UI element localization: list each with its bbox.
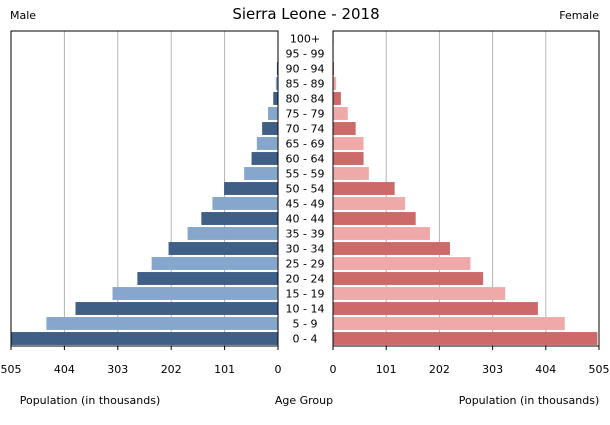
female-panel: 0 101 202 303 404 505	[330, 30, 610, 376]
female-bar	[333, 287, 506, 300]
male-label: Male	[10, 9, 36, 22]
age-group-label: 70 - 74	[286, 123, 325, 136]
age-group-label: 40 - 44	[286, 213, 325, 226]
age-group-label: 95 - 99	[286, 48, 325, 61]
male-bar	[187, 227, 278, 240]
female-x-axis-label: Population (in thousands)	[459, 394, 600, 407]
female-tick-label: 303	[482, 363, 503, 376]
female-bar	[333, 227, 430, 240]
age-group-label: 85 - 89	[286, 78, 325, 91]
age-group-label: 60 - 64	[286, 153, 325, 166]
female-tick-label: 404	[535, 363, 556, 376]
age-group-label: 20 - 24	[286, 273, 325, 286]
male-bar	[244, 167, 278, 180]
male-bar	[212, 197, 278, 210]
male-tick-label: 101	[214, 363, 235, 376]
female-bar	[333, 137, 364, 150]
male-tick-label: 202	[161, 363, 182, 376]
male-bar	[262, 122, 278, 135]
male-bar	[11, 332, 278, 345]
male-tick-label: 404	[54, 363, 75, 376]
female-bar	[333, 242, 450, 255]
age-group-label: 100+	[290, 33, 320, 46]
female-bar	[333, 272, 484, 285]
female-bar	[333, 302, 538, 315]
age-group-label: 15 - 19	[286, 288, 325, 301]
male-bar	[112, 287, 278, 300]
age-group-label: 80 - 84	[286, 93, 325, 106]
female-bar	[333, 212, 416, 225]
age-group-labels: 0 - 4 5 - 9 10 - 14 15 - 19 20 - 24 25 - 29 30…	[286, 33, 325, 346]
age-group-label: 65 - 69	[286, 138, 325, 151]
age-group-label: 10 - 14	[286, 303, 325, 316]
female-bar	[333, 257, 471, 270]
female-tick-label: 202	[429, 363, 450, 376]
age-group-axis-label: Age Group	[275, 394, 333, 407]
male-bar	[267, 107, 278, 120]
chart-title: Sierra Leone - 2018	[232, 5, 379, 23]
age-group-label: 35 - 39	[286, 228, 325, 241]
female-bar	[333, 152, 364, 165]
male-bar	[224, 182, 278, 195]
female-tick-label: 0	[330, 363, 337, 376]
male-x-axis-label: Population (in thousands)	[20, 394, 161, 407]
male-bar	[46, 317, 278, 330]
male-tick-label: 505	[1, 363, 22, 376]
female-bar	[333, 62, 335, 75]
male-bar	[151, 257, 278, 270]
male-bar	[256, 137, 278, 150]
male-bar	[273, 92, 278, 105]
male-bar	[75, 302, 279, 315]
male-bar	[276, 62, 278, 75]
female-bar	[333, 197, 406, 210]
age-group-label: 25 - 29	[286, 258, 325, 271]
female-bar	[333, 332, 598, 345]
female-bar	[333, 122, 356, 135]
female-bar	[333, 92, 341, 105]
male-tick-label: 0	[275, 363, 282, 376]
age-group-label: 30 - 34	[286, 243, 325, 256]
female-bar	[333, 107, 348, 120]
female-plot-border	[332, 30, 600, 347]
female-tick-label: 505	[589, 363, 610, 376]
age-group-label: 0 - 4	[293, 333, 318, 346]
male-tick-label: 303	[107, 363, 128, 376]
male-bar	[137, 272, 278, 285]
female-tick-label: 101	[376, 363, 397, 376]
male-bar	[275, 77, 278, 90]
male-plot-border	[10, 30, 279, 347]
age-group-label: 45 - 49	[286, 198, 325, 211]
male-bar	[201, 212, 278, 225]
age-group-label: 50 - 54	[286, 183, 325, 196]
female-bar	[333, 167, 369, 180]
age-group-label: 75 - 79	[286, 108, 325, 121]
female-bar	[333, 317, 565, 330]
female-bar	[333, 77, 337, 90]
age-group-label: 90 - 94	[286, 63, 325, 76]
age-group-label: 55 - 59	[286, 168, 325, 181]
male-bar	[168, 242, 278, 255]
female-label: Female	[559, 9, 599, 22]
age-group-label: 5 - 9	[293, 318, 318, 331]
male-panel: 505 404 303 202 101 0	[1, 30, 282, 376]
female-bar	[333, 182, 395, 195]
male-bar	[251, 152, 278, 165]
